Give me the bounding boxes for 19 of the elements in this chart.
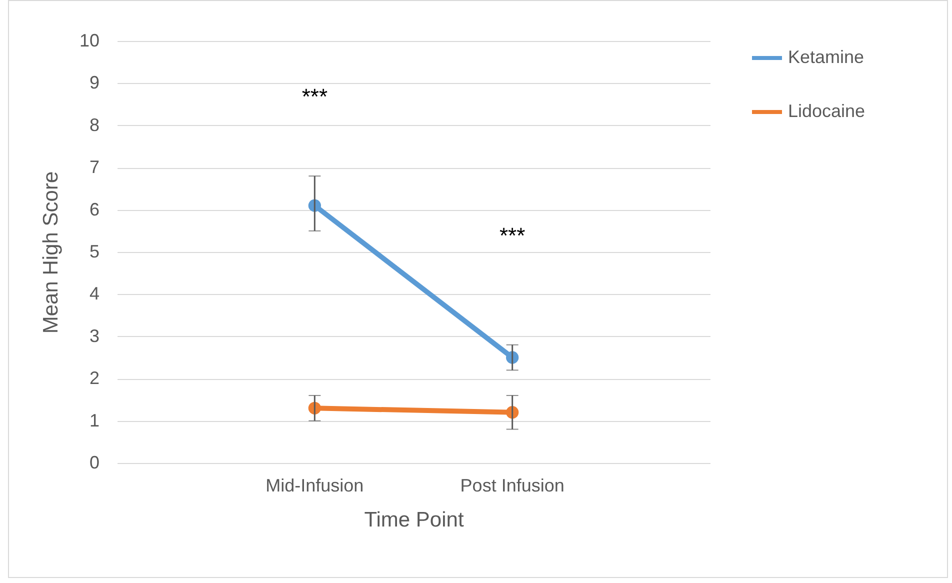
annotation: *** [302, 84, 328, 109]
y-tick-label: 9 [89, 72, 100, 93]
y-tick-label: 8 [89, 114, 100, 135]
y-tick-label: 10 [79, 30, 100, 50]
y-tick-label: 3 [89, 326, 100, 346]
annotation: *** [499, 223, 526, 248]
legend-label: Lidocaine [788, 101, 866, 121]
y-tick-label: 0 [89, 452, 100, 472]
y-axis-title: Mean High Score [39, 171, 62, 334]
x-tick-label: Mid-Infusion [266, 476, 364, 496]
y-tick-label: 7 [89, 157, 100, 178]
y-tick-label: 1 [89, 410, 100, 430]
y-tick-label: 6 [89, 199, 100, 220]
x-axis-title: Time Point [364, 508, 464, 532]
y-tick-label: 5 [89, 242, 100, 262]
x-tick-label: Post Infusion [460, 476, 564, 496]
legend-label: Ketamine [788, 47, 864, 67]
y-tick-label: 2 [89, 368, 100, 388]
y-tick-label: 4 [89, 284, 100, 304]
